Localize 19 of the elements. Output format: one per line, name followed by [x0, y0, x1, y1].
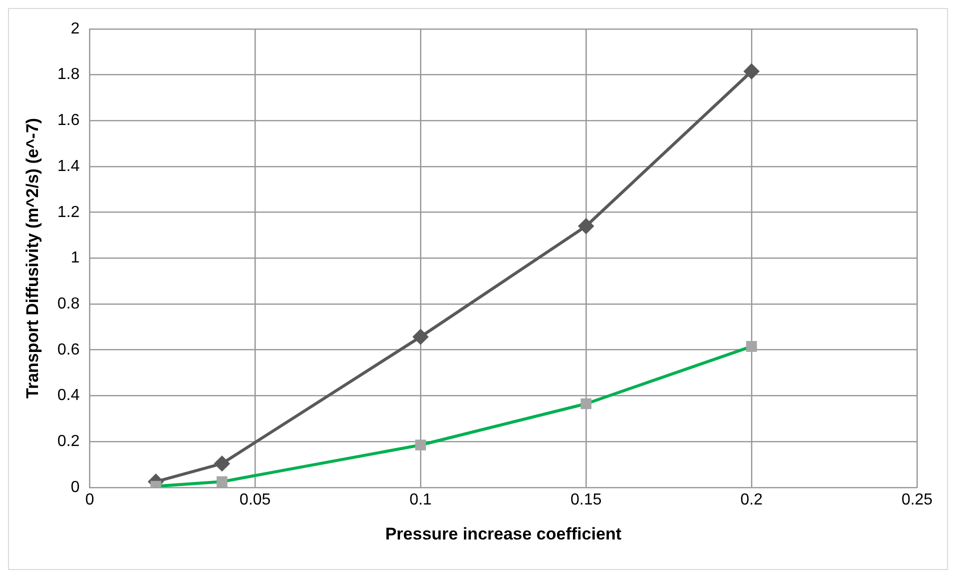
x-axis-title: Pressure increase coefficient: [385, 524, 622, 544]
y-tick-label: 1: [70, 250, 80, 267]
y-tick-label: 1.8: [57, 66, 80, 84]
y-tick-label: 1.6: [57, 112, 80, 130]
x-tick-label: 0.1: [409, 491, 432, 508]
y-tick-label: 2: [70, 20, 80, 38]
y-tick-label: 1.2: [57, 204, 80, 221]
x-tick-label: 0.15: [570, 491, 602, 508]
x-tick-label: 0.2: [740, 491, 763, 508]
y-tick-label: 0.6: [57, 341, 80, 358]
y-tick-label: 1.4: [57, 158, 80, 175]
y-tick-label: 0: [70, 478, 80, 496]
x-tick-label: 0.05: [240, 491, 271, 508]
x-tick-label: 0.25: [901, 491, 933, 508]
y-axis-title: Transport Diffusivity (m^2/s) (e^-7): [22, 118, 42, 398]
x-tick-label: 0: [85, 491, 94, 508]
y-tick-label: 0.2: [57, 432, 80, 450]
y-tick-label: 0.8: [57, 295, 80, 312]
y-tick-label: 0.4: [57, 387, 80, 404]
